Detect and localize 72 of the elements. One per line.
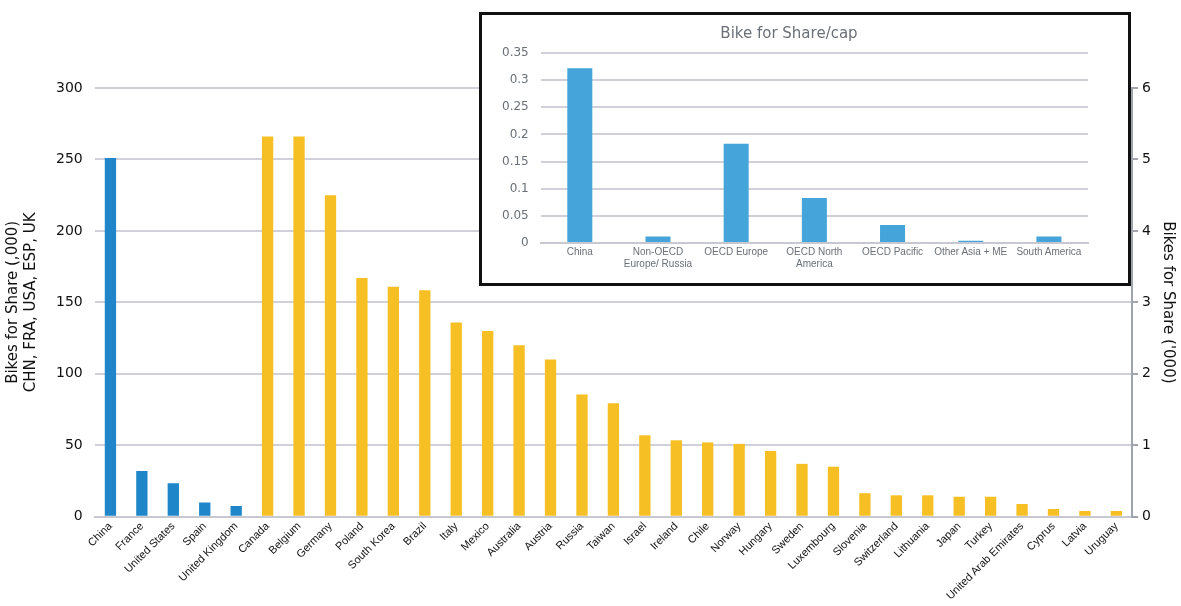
bar bbox=[419, 290, 431, 516]
x-tick-label: China bbox=[566, 245, 594, 257]
bar bbox=[356, 278, 368, 516]
x-tick-label: OECD Pacific bbox=[861, 245, 924, 257]
y-tick-label: 250 bbox=[55, 150, 83, 167]
bar bbox=[567, 68, 593, 242]
bar bbox=[670, 440, 682, 516]
bar bbox=[230, 506, 242, 516]
y-tick-label: 200 bbox=[55, 221, 83, 238]
y-tick-label: 150 bbox=[55, 293, 83, 310]
bar bbox=[576, 394, 588, 516]
y2-axis-title: Bikes for Share ('000) bbox=[1160, 221, 1179, 384]
y2-tick-label: 6 bbox=[1142, 78, 1152, 95]
bar bbox=[827, 466, 840, 516]
y2-tick-label: 4 bbox=[1142, 221, 1152, 238]
x-tick-label: Italy bbox=[437, 519, 461, 543]
y-tick-label: 0.2 bbox=[509, 126, 529, 141]
bar bbox=[1079, 511, 1091, 516]
bar bbox=[723, 143, 749, 242]
y-tick-label: 0.35 bbox=[502, 45, 529, 60]
bar bbox=[482, 330, 494, 516]
bar bbox=[261, 136, 274, 516]
bar bbox=[513, 345, 525, 516]
y-tick-label: 0.1 bbox=[509, 180, 529, 195]
bar bbox=[880, 225, 906, 242]
y2-tick-label: 3 bbox=[1142, 293, 1152, 310]
bar bbox=[450, 322, 462, 516]
y-tick-label: 0.3 bbox=[509, 72, 529, 87]
y-axis-title: Bikes for Share (,000) CHN, FRA, USA, ESP, UK bbox=[2, 211, 39, 393]
bar bbox=[544, 359, 557, 516]
bar bbox=[984, 496, 997, 516]
x-tick-label: OECD Europe bbox=[704, 245, 769, 257]
chart-title: Bike for Share/cap bbox=[720, 23, 858, 42]
bar bbox=[387, 286, 400, 516]
bar bbox=[136, 471, 148, 516]
y-tick-label: 100 bbox=[55, 364, 83, 381]
bar bbox=[639, 435, 651, 516]
y-tick-label: 0.25 bbox=[502, 99, 529, 114]
x-tick-label: Non-OECD Europe/ Russia bbox=[623, 245, 693, 269]
bar bbox=[607, 403, 620, 516]
bar bbox=[1047, 508, 1060, 516]
bar bbox=[293, 136, 305, 516]
y2-tick-label: 1 bbox=[1142, 435, 1152, 452]
bar bbox=[1110, 511, 1123, 516]
y-tick-label: 0.05 bbox=[502, 207, 529, 222]
x-tick-label: South America bbox=[1016, 245, 1082, 257]
y-tick-label: 0.15 bbox=[502, 153, 529, 168]
bar bbox=[324, 195, 337, 516]
x-tick-label: Other Asia + ME bbox=[934, 245, 1008, 257]
bar bbox=[167, 483, 179, 516]
bar bbox=[764, 451, 777, 516]
bar bbox=[104, 158, 117, 516]
bar bbox=[733, 443, 745, 516]
x-tick-label: OECD North America bbox=[786, 245, 843, 269]
bar bbox=[1016, 503, 1028, 516]
bar bbox=[890, 495, 902, 516]
bar bbox=[922, 495, 934, 516]
y-tick-label: 300 bbox=[55, 78, 83, 95]
y-tick-label: 50 bbox=[64, 435, 83, 452]
y-tick-label: 0 bbox=[73, 507, 83, 524]
y2-tick-label: 0 bbox=[1142, 507, 1152, 524]
bar bbox=[801, 197, 827, 242]
bar bbox=[199, 502, 211, 516]
y-tick-label: 0 bbox=[521, 235, 529, 250]
y2-tick-label: 5 bbox=[1142, 150, 1152, 167]
bar bbox=[859, 493, 871, 516]
bar bbox=[953, 496, 965, 516]
bar bbox=[1036, 236, 1062, 242]
bar bbox=[645, 236, 671, 242]
bar bbox=[796, 463, 808, 516]
y2-tick-label: 2 bbox=[1142, 364, 1152, 381]
bar bbox=[702, 442, 714, 516]
